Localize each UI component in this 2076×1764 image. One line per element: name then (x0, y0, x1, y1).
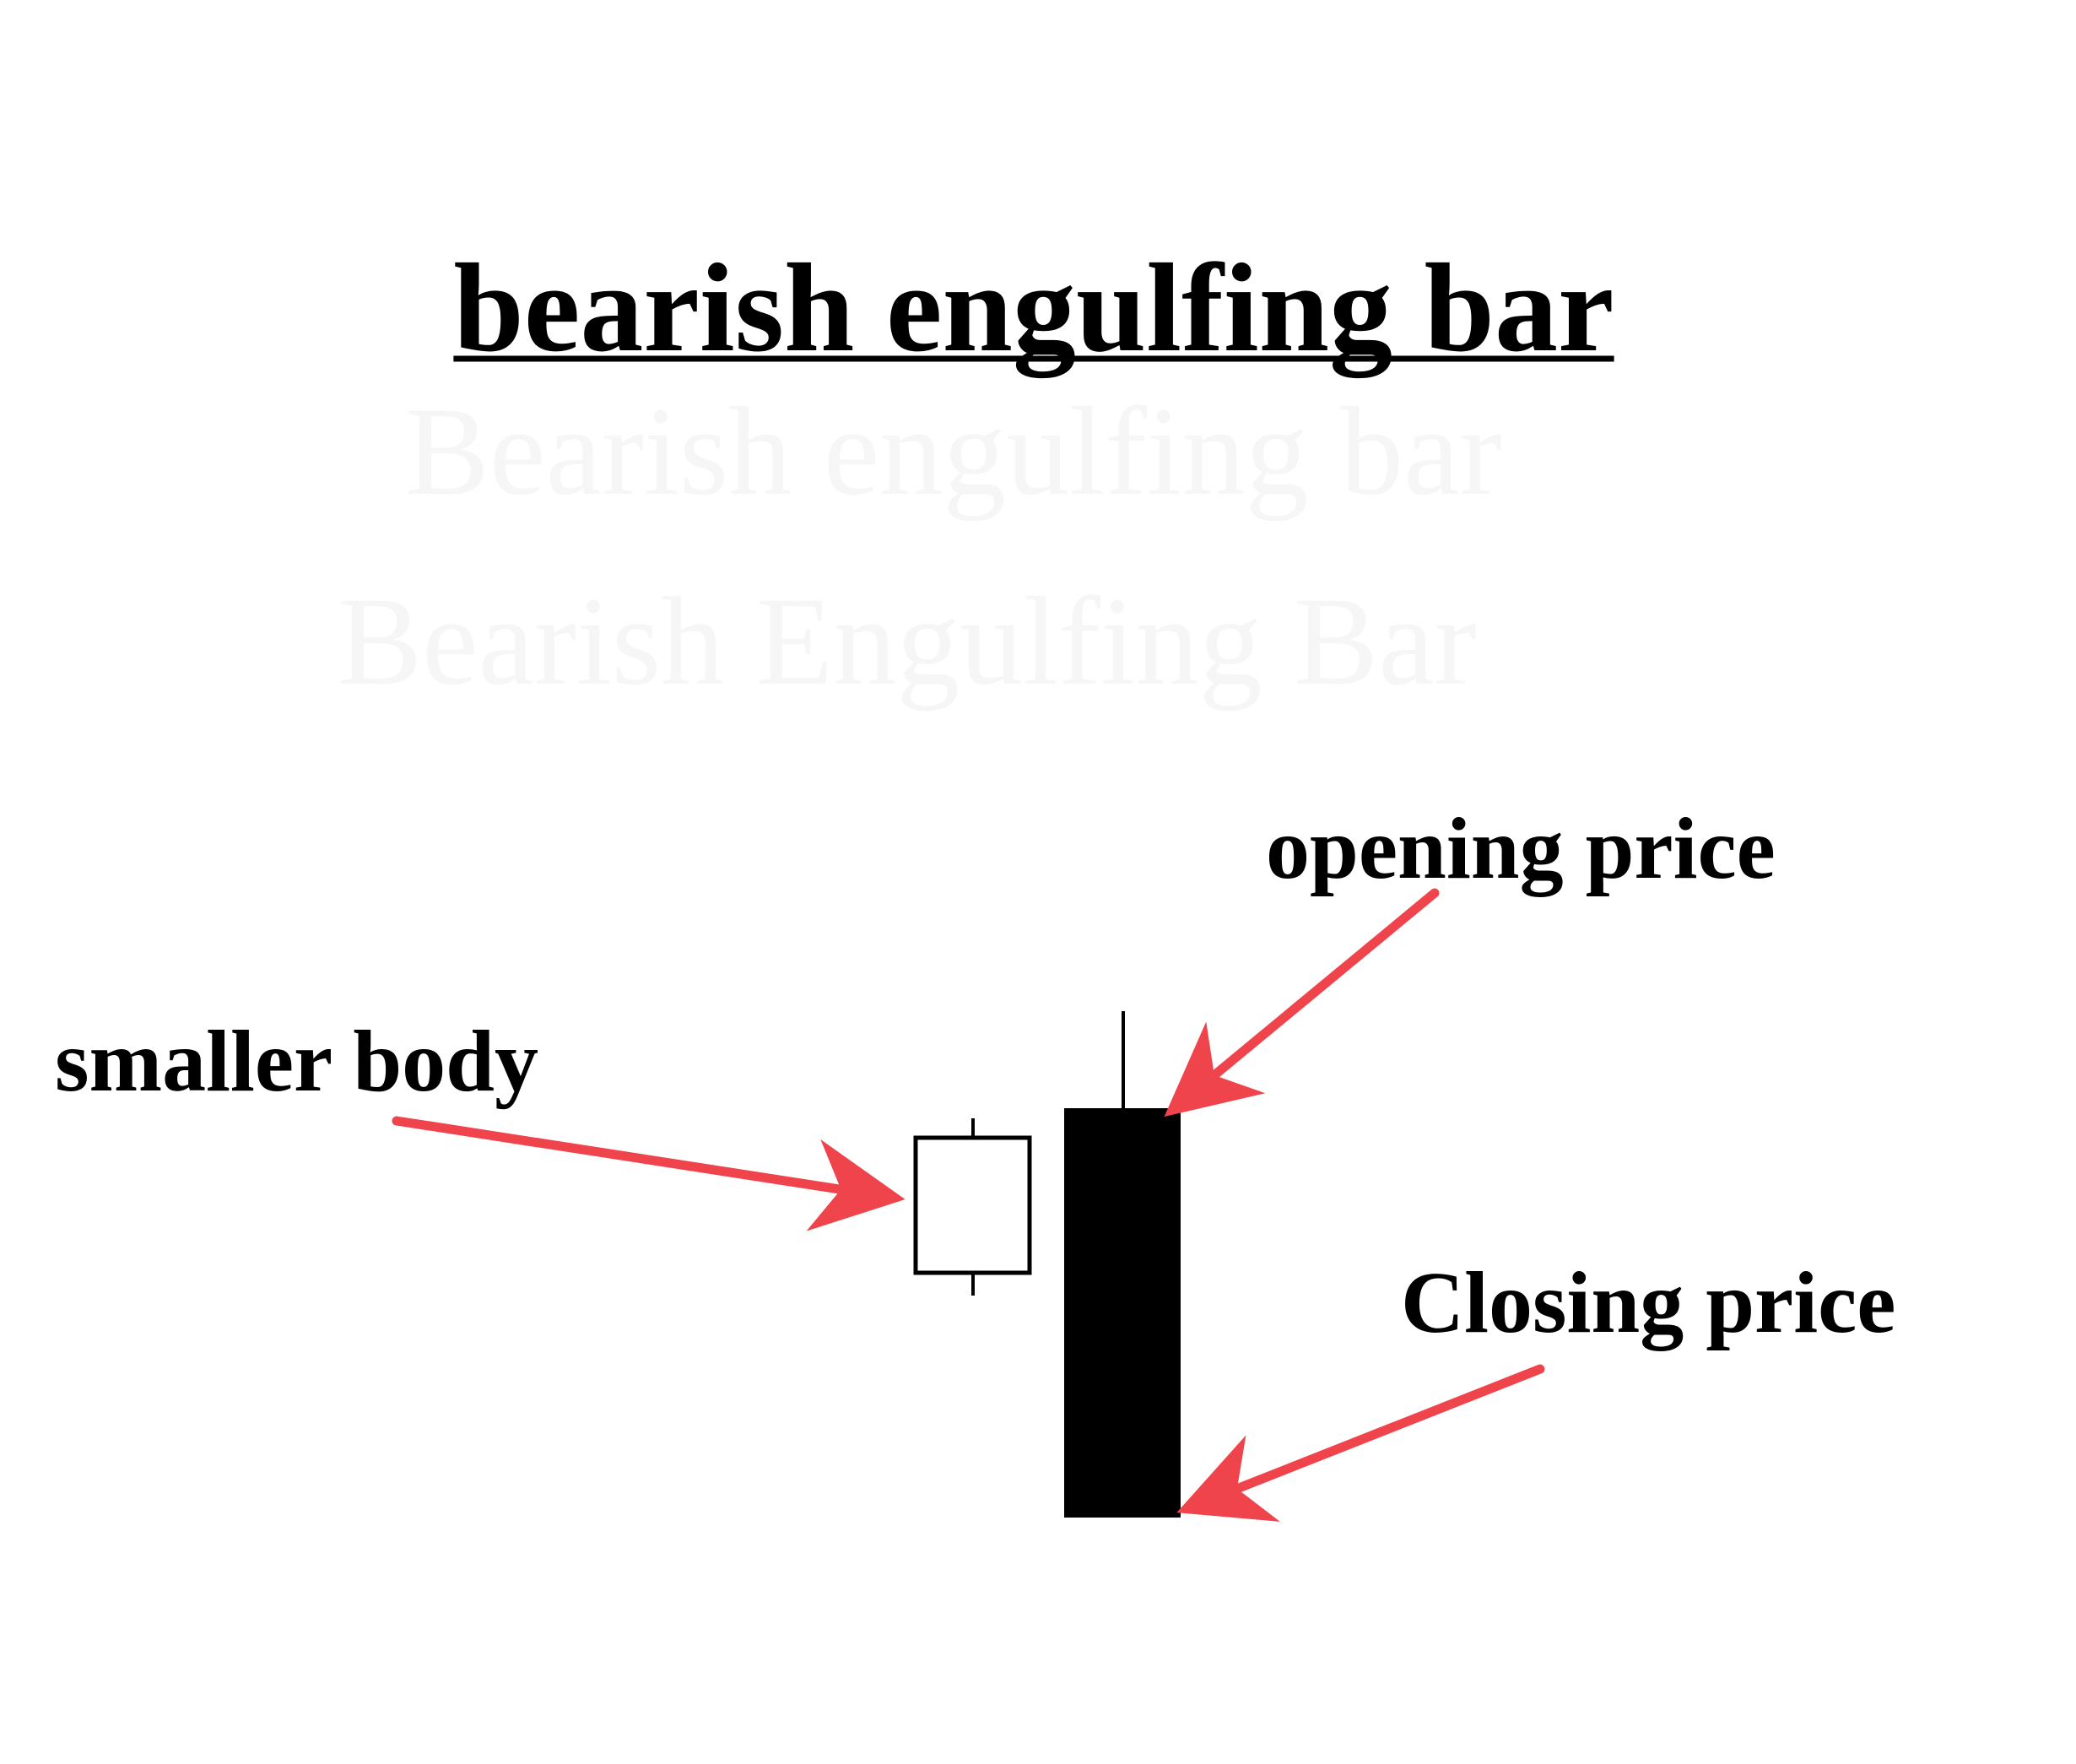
label-opening-price: opening price (1266, 800, 1776, 897)
arrow-to-smaller-body (392, 1116, 906, 1231)
large-candle-body (1064, 1108, 1181, 1518)
large-black-candlestick (1064, 1011, 1181, 1518)
ghost-text-line1: Bearish engulfing bar (405, 381, 1502, 522)
ghost-text-line2: Bearish Engulfing Bar (338, 571, 1477, 712)
small-white-candlestick (913, 1118, 1032, 1296)
arrow-to-closing-price (1176, 1364, 1545, 1522)
arrow-to-opening-price (1164, 888, 1440, 1117)
label-closing-price: Closing price (1401, 1254, 1895, 1351)
small-candle-body (913, 1135, 1032, 1275)
label-smaller-body: smaller body (55, 1013, 538, 1110)
page-title: bearish engulfing bar (453, 238, 1614, 378)
